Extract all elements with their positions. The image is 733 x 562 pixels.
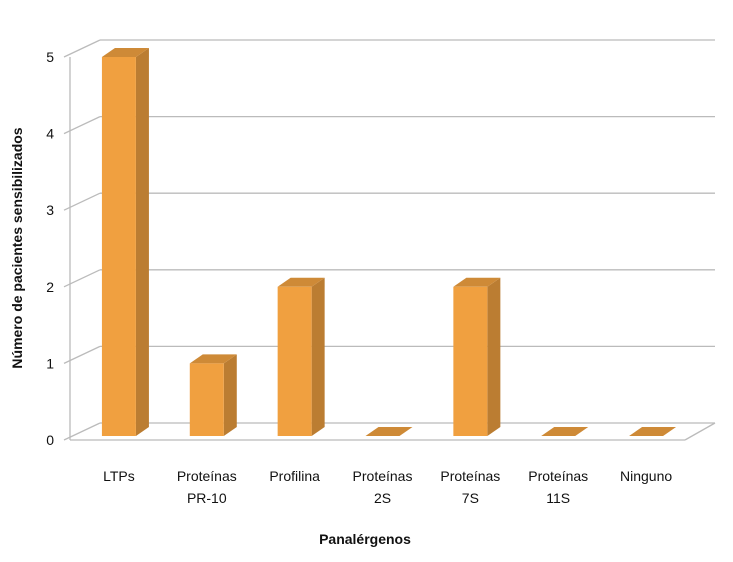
- bar-front: [101, 57, 136, 436]
- x-tick-label: Proteínas 7S: [440, 468, 500, 506]
- x-tick-label: Profilina: [269, 468, 320, 484]
- bar-top: [365, 427, 413, 436]
- x-axis-title: Panalérgenos: [319, 531, 411, 547]
- bar-top: [277, 277, 325, 287]
- grid-line: [63, 39, 101, 58]
- x-tick-label: Proteínas 11S: [528, 468, 588, 506]
- floor-edge: [684, 422, 716, 441]
- bar-top: [453, 277, 501, 287]
- grid-line: [63, 269, 101, 288]
- y-tick-label: 4: [46, 126, 54, 142]
- bar-top: [101, 48, 149, 57]
- grid-line: [63, 422, 101, 441]
- bar: [101, 48, 149, 436]
- y-tick-label: 2: [46, 279, 54, 295]
- y-tick-label: 3: [46, 202, 54, 218]
- grid-line: [63, 192, 101, 211]
- y-tick-label: 5: [46, 49, 54, 65]
- y-tick-label: 1: [46, 355, 54, 371]
- bar-side: [487, 277, 501, 436]
- bar: [541, 427, 589, 436]
- bar-front: [277, 286, 312, 436]
- bar-side: [223, 354, 237, 436]
- grid-line: [63, 116, 101, 135]
- bar-side: [311, 277, 325, 436]
- y-axis-title: Número de pacientes sensibilizados: [9, 127, 25, 368]
- bar-top: [189, 354, 237, 364]
- bar-side: [135, 48, 149, 436]
- bar-top: [629, 427, 677, 436]
- bar: [189, 354, 237, 436]
- grid-line: [63, 345, 101, 364]
- x-tick-label: Ninguno: [620, 468, 672, 484]
- y-tick-label: 0: [46, 432, 54, 448]
- bar: [365, 427, 413, 436]
- x-tick-label: Proteínas 2S: [353, 468, 413, 506]
- bar: [277, 277, 325, 436]
- bar: [453, 277, 501, 436]
- bar-front: [453, 286, 488, 436]
- bar-top: [541, 427, 589, 436]
- x-tick-label: LTPs: [103, 468, 135, 484]
- x-tick-label: Proteínas PR-10: [177, 468, 237, 506]
- bar: [629, 427, 677, 436]
- bar-front: [189, 363, 224, 436]
